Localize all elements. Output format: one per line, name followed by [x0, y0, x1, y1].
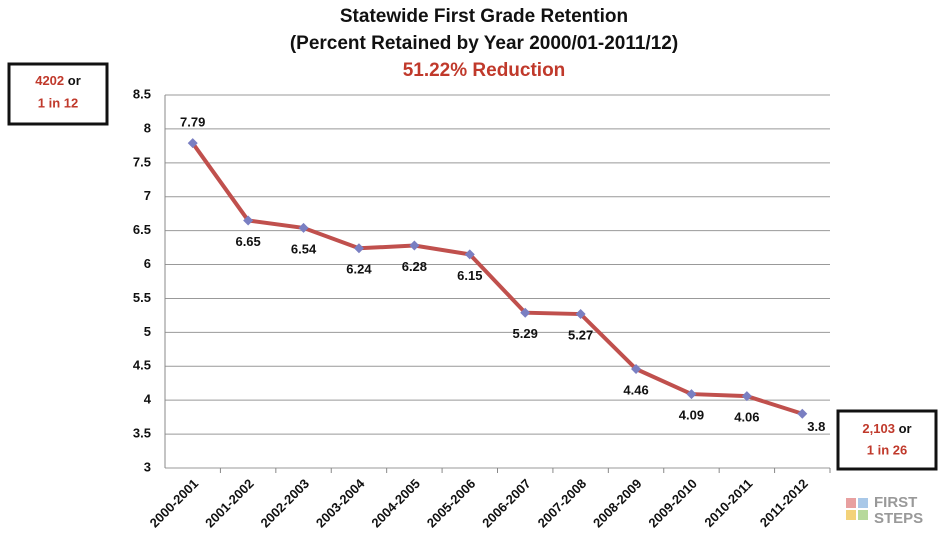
logo-square	[846, 498, 856, 508]
chart-annotation: 51.22% Reduction	[403, 60, 566, 81]
data-label: 6.24	[346, 262, 372, 277]
x-tick-label: 2003-2004	[313, 475, 368, 530]
marker	[298, 222, 309, 233]
x-tick-label: 2005-2006	[424, 476, 479, 531]
y-tick-label: 5.5	[133, 290, 151, 305]
marker	[520, 307, 531, 318]
data-label: 4.09	[679, 408, 704, 423]
y-tick-label: 8.5	[133, 86, 151, 101]
callout-box	[836, 409, 938, 471]
x-tick-label: 2002-2003	[258, 476, 313, 531]
data-label: 3.8	[807, 419, 825, 434]
y-tick-label: 7	[144, 188, 151, 203]
marker	[409, 240, 420, 251]
callout-line2: 1 in 26	[867, 442, 907, 457]
chart-title: Statewide First Grade Retention	[340, 6, 628, 27]
y-tick-label: 6	[144, 256, 151, 271]
marker	[631, 363, 642, 374]
data-label: 6.15	[457, 268, 482, 283]
marker	[353, 243, 364, 254]
data-label: 5.27	[568, 327, 593, 342]
marker	[797, 408, 808, 419]
y-tick-label: 4.5	[133, 358, 151, 373]
data-label: 5.29	[513, 326, 538, 341]
data-label: 4.06	[734, 410, 759, 425]
logo-text: STEPS	[874, 510, 923, 527]
line	[191, 141, 803, 416]
y-tick-label: 7.5	[133, 154, 151, 169]
y-tick-label: 6.5	[133, 222, 151, 237]
callout-number: 2,103	[862, 421, 895, 436]
y-tick-label: 5	[144, 324, 151, 339]
callout-line: 2,103 or	[862, 421, 911, 436]
marker	[464, 249, 475, 260]
callout-box	[7, 62, 109, 126]
y-tick-label: 3	[144, 459, 151, 474]
chart-subtitle: (Percent Retained by Year 2000/01-2011/1…	[290, 33, 678, 54]
marker	[575, 309, 586, 320]
x-tick-label: 2010-2011	[701, 476, 755, 530]
x-tick-label: 2001-2002	[202, 476, 257, 531]
marker	[187, 138, 198, 149]
data-label: 6.28	[402, 259, 427, 274]
callout-line: 4202 or	[35, 73, 81, 88]
data-label: 6.65	[235, 234, 260, 249]
marker	[741, 391, 752, 402]
data-label: 7.79	[180, 115, 205, 130]
callout-text: or	[68, 73, 81, 88]
callout-line2: 1 in 12	[38, 95, 78, 110]
x-tick-label: 2009-2010	[645, 476, 700, 531]
y-tick-label: 4	[144, 392, 152, 407]
x-tick-label: 2000-2001	[147, 476, 202, 531]
marker	[243, 215, 254, 226]
data-label: 4.46	[623, 382, 648, 397]
logo: FIRST STEPS	[846, 494, 923, 527]
logo-square	[858, 498, 868, 508]
marker	[686, 389, 697, 400]
y-tick-label: 3.5	[133, 426, 151, 441]
x-tick-label: 2008-2009	[590, 476, 645, 531]
logo-text: FIRST	[874, 494, 917, 511]
x-tick-label: 2007-2008	[535, 476, 590, 531]
logo-square	[858, 510, 868, 520]
callout-text: or	[899, 421, 912, 436]
x-tick-label: 2006-2007	[479, 476, 534, 531]
x-tick-label: 2011-2012	[757, 476, 811, 530]
x-tick-label: 2004-2005	[368, 476, 423, 531]
callout-number: 4202	[35, 73, 64, 88]
logo-square	[846, 510, 856, 520]
data-label: 6.54	[291, 241, 317, 256]
y-tick-label: 8	[144, 120, 151, 135]
